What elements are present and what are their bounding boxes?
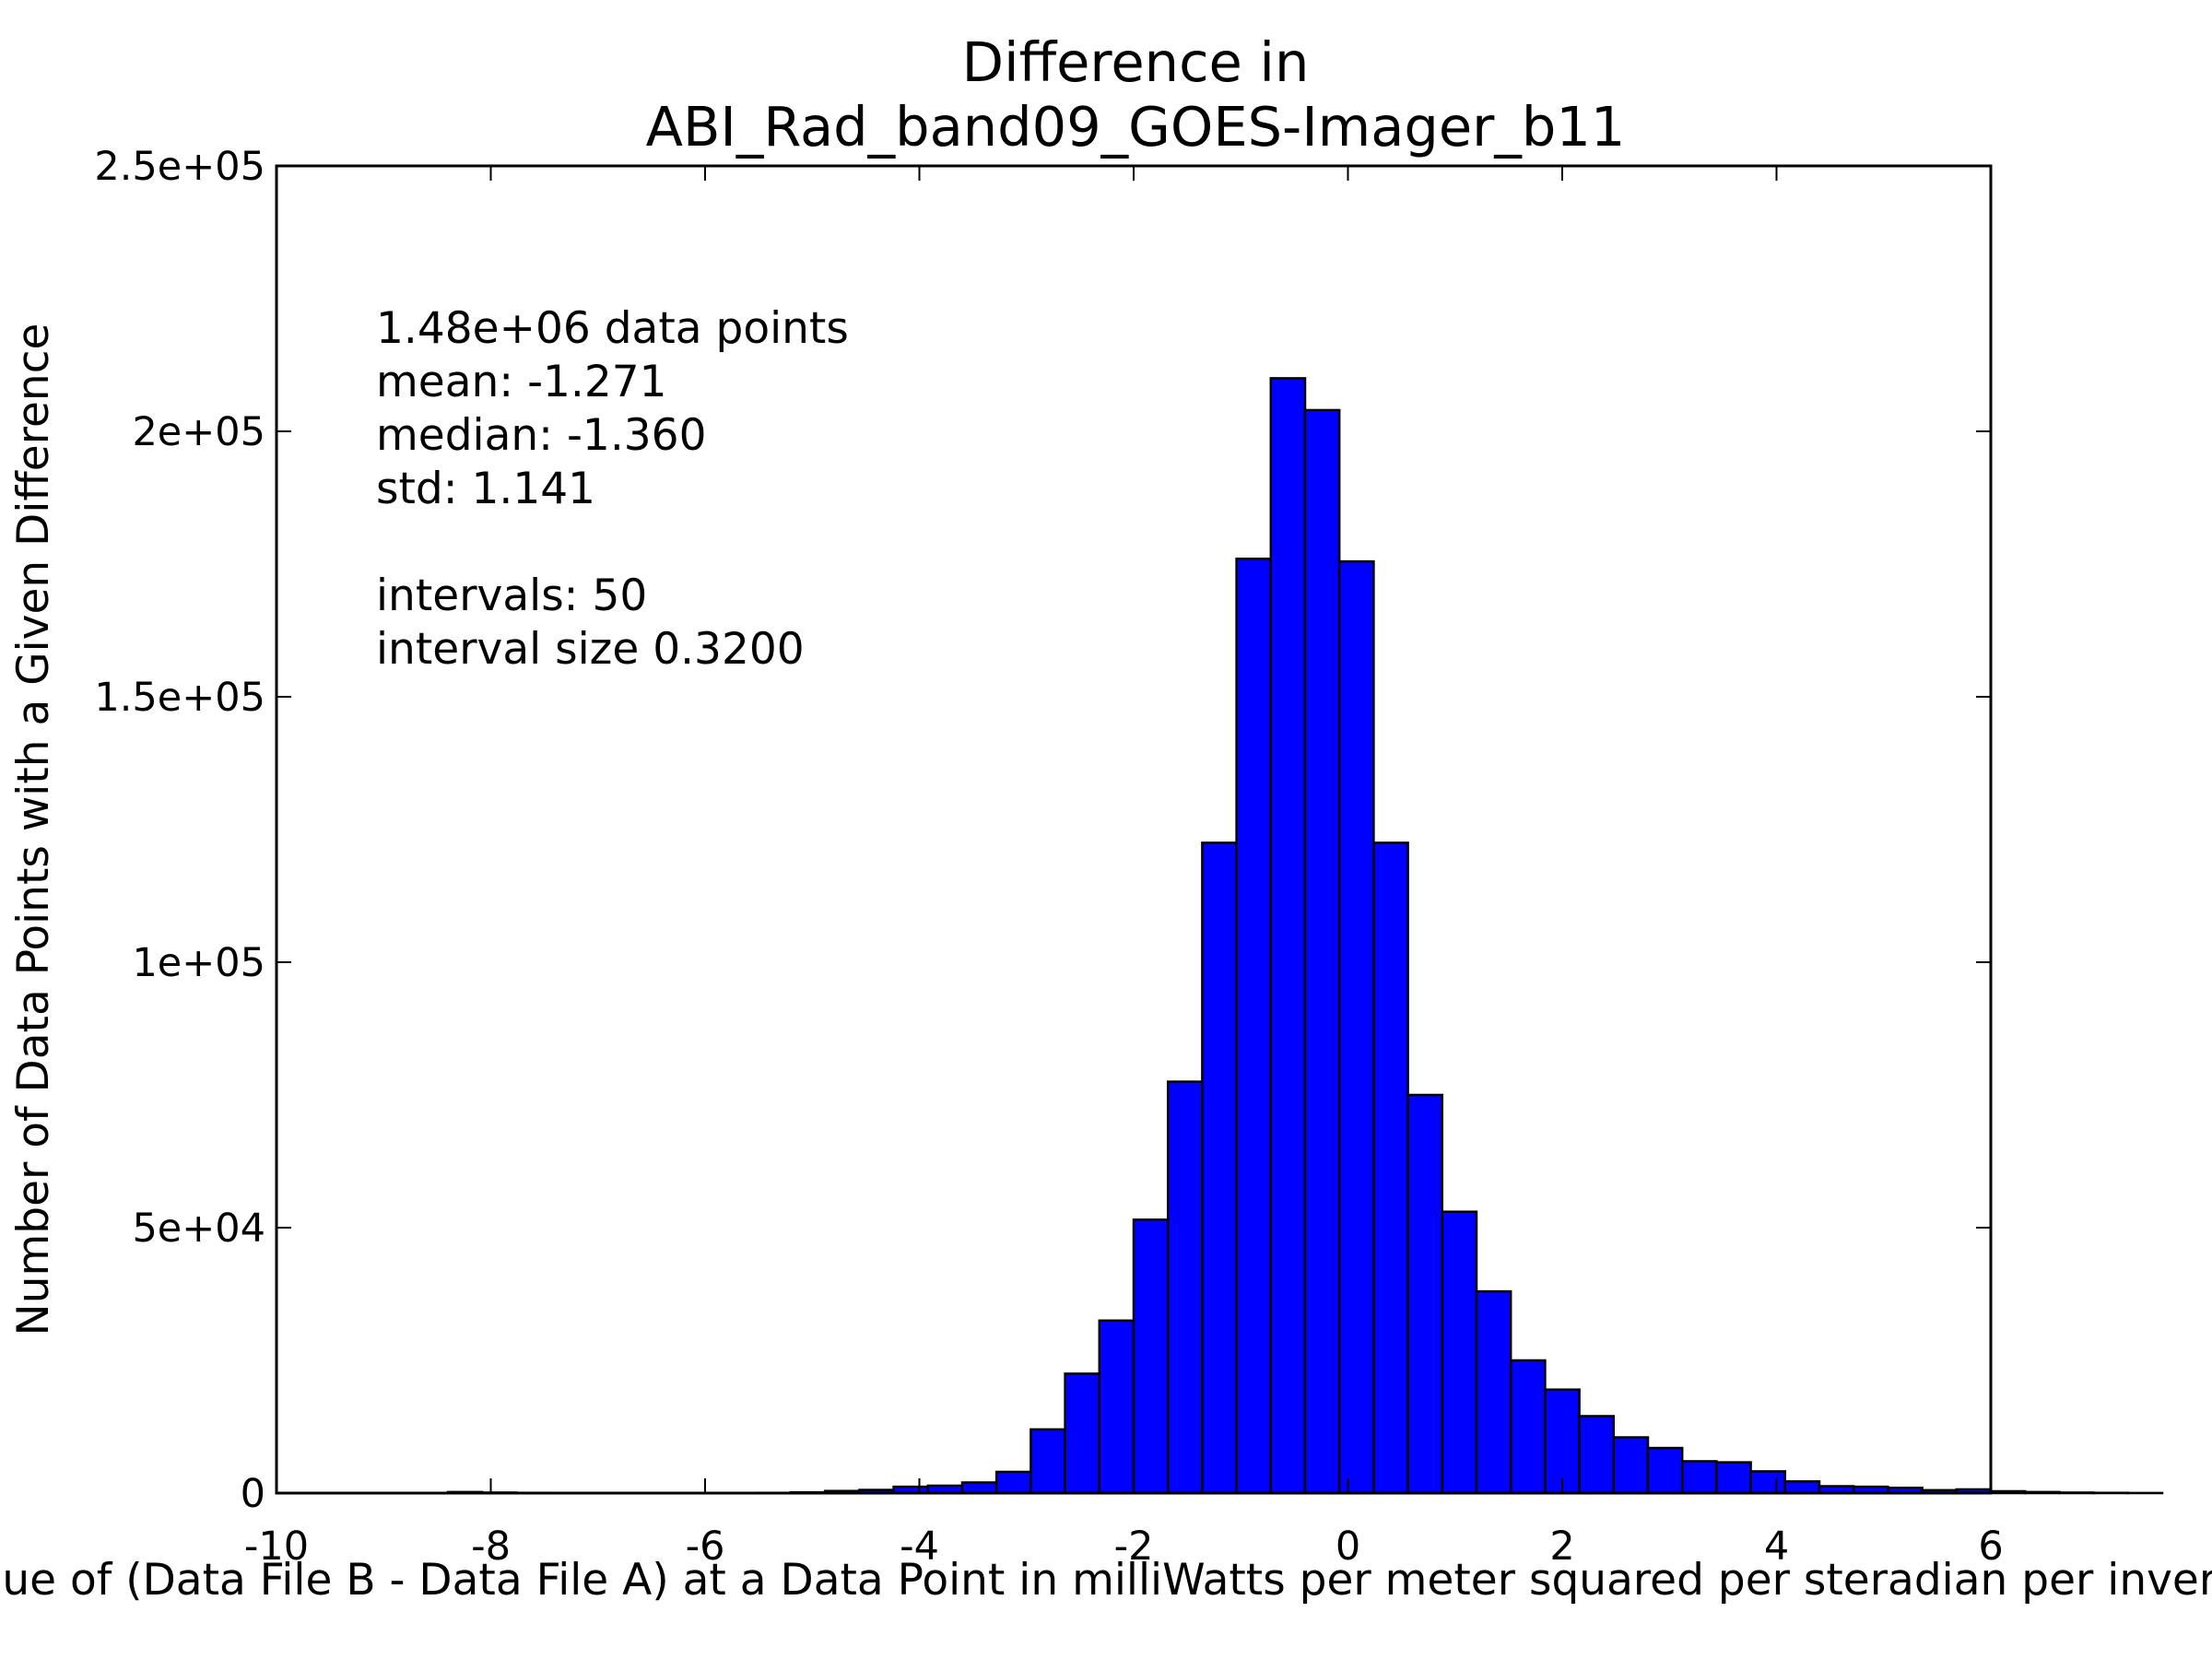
- histogram-bar: [1337, 559, 1375, 1495]
- y-tick-label: 2.5e+05: [94, 144, 265, 190]
- x-tick-label: -4: [900, 1524, 939, 1570]
- x-tick-label: 2: [1549, 1524, 1574, 1570]
- histogram-bar: [1544, 1388, 1581, 1495]
- histogram-bar: [1235, 557, 1273, 1495]
- histogram-bar: [994, 1470, 1032, 1495]
- x-tick-label: -2: [1114, 1524, 1154, 1570]
- stats-median: median: -1.360: [376, 410, 706, 461]
- histogram-bar: [1612, 1436, 1650, 1495]
- histogram-bar: [1303, 408, 1341, 1495]
- histogram-bar: [1406, 1093, 1444, 1495]
- histogram-bar: [1509, 1359, 1547, 1495]
- histogram-bar: [1441, 1210, 1478, 1495]
- histogram-bar: [1475, 1289, 1512, 1495]
- histogram-bar: [1578, 1415, 1616, 1495]
- x-tick-label: -10: [244, 1524, 309, 1570]
- y-tick-label: 1e+05: [132, 940, 265, 986]
- histogram-bar: [1372, 841, 1409, 1495]
- histogram-bar: [2058, 1491, 2095, 1495]
- y-tick-label: 1.5e+05: [94, 675, 265, 721]
- y-tick-label: 5e+04: [132, 1206, 265, 1252]
- histogram-bar: [1166, 1080, 1204, 1495]
- x-axis-label: Value of (Data File B - Data File A) at …: [0, 1555, 2212, 1606]
- histogram-bar: [1989, 1489, 2027, 1495]
- y-tick-label: 0: [241, 1471, 265, 1517]
- chart-title-line-2: ABI_Rad_band09_GOES-Imager_b11: [646, 95, 1626, 159]
- stats-intervals: intervals: 50: [376, 571, 647, 621]
- chart-title-line-1: Difference in: [962, 30, 1310, 94]
- histogram-bar: [1064, 1372, 1101, 1495]
- y-tick-label: 2e+05: [132, 409, 265, 455]
- histogram-bar: [1269, 377, 1307, 1495]
- x-tick-label: 6: [1978, 1524, 2003, 1570]
- histogram-bar: [1201, 841, 1238, 1495]
- stats-mean: mean: -1.271: [376, 357, 667, 407]
- histogram-bar: [1783, 1480, 1821, 1495]
- x-tick-label: -8: [471, 1524, 511, 1570]
- histogram-bar: [960, 1481, 998, 1495]
- histogram-bar: [1749, 1470, 1787, 1495]
- histogram-bar: [1646, 1446, 1684, 1495]
- histogram-bar: [1098, 1319, 1135, 1495]
- histogram-bar: [2023, 1490, 2061, 1495]
- histogram-bar: [1715, 1461, 1752, 1495]
- stats-line-1: 1.48e+06 data points: [376, 303, 849, 354]
- histogram-bar: [1132, 1218, 1170, 1495]
- histogram-bar: [1680, 1460, 1718, 1495]
- y-axis-label: Number of Data Points with a Given Diffe…: [8, 324, 59, 1336]
- histogram-bar: [1030, 1428, 1066, 1495]
- x-tick-label: 0: [1335, 1524, 1360, 1570]
- stats-interval-size: interval size 0.3200: [376, 624, 805, 675]
- x-tick-label: -6: [686, 1524, 725, 1570]
- histogram-bars: [446, 377, 2164, 1495]
- x-tick-label: 4: [1764, 1524, 1789, 1570]
- plot-frame: [275, 164, 1993, 1495]
- axis-ticks: -10 -8 -6 -4 -2 0 2 4 6 0 5e+04 1e+05 1.5e+05 2e+05 2.…: [94, 144, 2003, 1570]
- stats-std: std: 1.141: [376, 464, 595, 514]
